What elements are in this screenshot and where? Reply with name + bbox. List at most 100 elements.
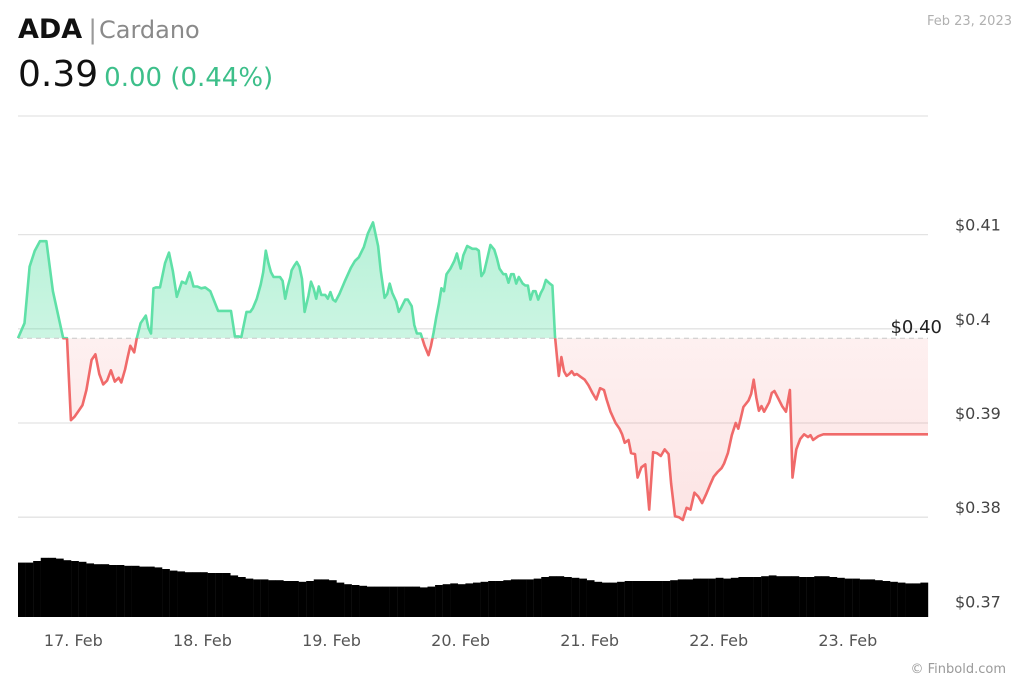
- volume-bar: [639, 581, 648, 617]
- area-above-reference: [18, 222, 928, 339]
- volume-bar: [146, 566, 155, 617]
- volume-bar: [723, 578, 732, 617]
- volume-bar: [177, 571, 186, 617]
- volume-bar: [55, 558, 64, 617]
- volume-bar: [18, 562, 26, 617]
- ticker-symbol: ADA: [18, 14, 83, 45]
- volume-bar: [541, 577, 550, 617]
- volume-bar: [814, 576, 823, 617]
- volume-bar: [867, 579, 876, 617]
- volume-bar: [579, 578, 587, 617]
- price-line-down: [18, 338, 928, 522]
- volume-bar: [518, 579, 527, 617]
- volume-bar: [321, 579, 330, 617]
- volume-bar: [753, 577, 762, 617]
- x-tick-label: 23. Feb: [818, 631, 877, 650]
- price-line-up: [16, 221, 557, 339]
- volume-bar: [488, 581, 496, 617]
- volume-bar: [564, 577, 572, 617]
- volume-bar: [548, 576, 557, 617]
- volume-bar: [624, 581, 633, 617]
- volume-bar: [465, 583, 474, 617]
- volume-bar: [601, 582, 610, 617]
- volume-bar: [313, 579, 322, 617]
- volume-bar: [730, 577, 739, 617]
- volume-bar: [783, 576, 792, 617]
- volume-bar: [859, 579, 868, 617]
- volume-bar: [336, 582, 345, 617]
- volume-bar: [389, 586, 398, 617]
- chart-date: Feb 23, 2023: [926, 14, 1012, 29]
- volume-bar: [662, 581, 671, 617]
- price-line: [16, 221, 928, 522]
- volume-bar: [139, 566, 148, 617]
- volume-bar: [283, 581, 292, 617]
- volume-bar: [806, 577, 815, 617]
- volume-bar: [480, 581, 489, 617]
- volume-bar: [526, 579, 534, 617]
- y-tick-label: $0.39: [955, 404, 1001, 423]
- volume-bar: [844, 578, 853, 617]
- volume-bar: [25, 562, 34, 617]
- volume-bar: [131, 565, 140, 617]
- volume-bar: [412, 586, 421, 617]
- volume-bar: [586, 580, 595, 617]
- volume-bar: [692, 578, 701, 617]
- volume-bar: [71, 561, 79, 617]
- volume-bar: [268, 580, 277, 617]
- y-tick-label: $0.41: [955, 216, 1001, 235]
- y-tick-label: $0.38: [955, 498, 1001, 517]
- volume-bar: [184, 572, 193, 617]
- volume-bar: [746, 577, 754, 617]
- volume-bar: [677, 579, 686, 617]
- volume-bar: [852, 578, 860, 617]
- volume-bar: [207, 573, 216, 617]
- volume-bar: [40, 557, 49, 617]
- volume-bar: [791, 576, 800, 617]
- volume-bar: [154, 567, 163, 617]
- title-separator: |: [88, 15, 97, 45]
- volume-bar: [609, 582, 618, 617]
- volume-bar: [374, 586, 383, 617]
- volume-bar: [86, 563, 95, 617]
- volume-bar: [33, 561, 41, 617]
- x-tick-label: 20. Feb: [431, 631, 490, 650]
- volume-bar: [738, 577, 747, 617]
- finbold-watermark: © Finbold.com: [910, 662, 1006, 677]
- volume-bar: [503, 580, 512, 617]
- volume-bar: [245, 578, 254, 617]
- volume-bar: [63, 560, 72, 617]
- current-price: 0.39: [18, 54, 99, 95]
- volume-bar: [298, 581, 307, 617]
- volume-bar: [48, 557, 57, 617]
- volume-bar: [230, 575, 239, 617]
- volume-bar: [366, 586, 375, 617]
- volume-bar: [882, 581, 891, 617]
- volume-bar: [556, 576, 565, 617]
- volume-bar: [427, 586, 436, 617]
- volume-bar: [419, 587, 428, 617]
- volume-bar: [632, 581, 641, 617]
- volume-bar: [397, 586, 405, 617]
- volume-bar: [328, 580, 337, 617]
- volume-bar: [109, 565, 117, 617]
- volume-bar: [837, 577, 845, 617]
- volume-bar: [776, 576, 785, 617]
- volume-bar: [404, 586, 413, 617]
- volume-bar: [162, 569, 170, 617]
- reference-label: $0.40: [890, 317, 942, 338]
- volume-bar: [457, 584, 466, 617]
- volume-bar: [533, 578, 542, 617]
- volume-bar: [222, 573, 231, 617]
- volume-bar: [647, 581, 656, 617]
- volume-bar: [761, 576, 769, 617]
- volume-bar: [594, 581, 603, 617]
- price-change: 0.00 (0.44%): [104, 63, 274, 93]
- volume-bar: [821, 576, 830, 617]
- volume-bar: [768, 575, 777, 617]
- y-tick-label: $0.37: [955, 592, 1001, 611]
- volume-bar: [874, 580, 883, 617]
- volume-bar: [473, 582, 481, 617]
- volume-bar: [571, 577, 580, 617]
- volume-bars: [18, 557, 929, 617]
